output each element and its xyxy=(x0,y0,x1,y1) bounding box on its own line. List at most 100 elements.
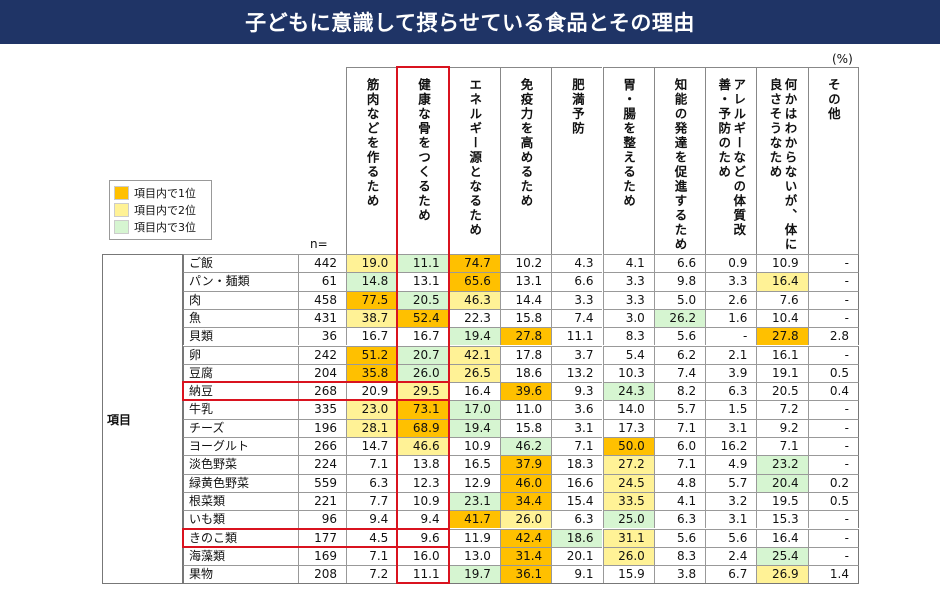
table-cell: - xyxy=(807,400,859,419)
row-n-value: 268 xyxy=(298,382,346,401)
table-cell: 13.2 xyxy=(551,363,603,383)
table-cell: 20.4 xyxy=(756,473,808,492)
column-header-label: 胃・腸を整えるため xyxy=(621,78,637,209)
row-label: 牛乳 xyxy=(183,400,298,419)
table-cell: 4.5 xyxy=(346,528,398,547)
row-label: 果物 xyxy=(183,565,298,584)
table-cell: 19.0 xyxy=(346,254,398,273)
row-n-value: 431 xyxy=(298,308,346,328)
table-cell: 19.4 xyxy=(448,327,500,346)
table-cell: - xyxy=(807,546,859,566)
legend-item-rank1: 項目内で1位 xyxy=(114,184,211,201)
row-n-value: 208 xyxy=(298,565,346,584)
table-cell: 0.2 xyxy=(807,473,859,492)
table-cell: 27.2 xyxy=(602,455,654,474)
table-cell: 25.0 xyxy=(602,510,654,529)
table-cell: 1.6 xyxy=(705,308,757,328)
table-cell: 14.4 xyxy=(499,290,552,309)
table-cell: 6.3 xyxy=(346,473,398,492)
table-cell: 3.1 xyxy=(705,418,757,437)
column-header-label: 肥満予防 xyxy=(569,78,585,136)
table-cell: 29.5 xyxy=(397,382,449,401)
row-n-value: 266 xyxy=(298,437,346,456)
table-cell: 9.2 xyxy=(756,418,808,437)
table-cell: 12.3 xyxy=(397,473,449,492)
table-bottom-border xyxy=(183,583,859,585)
table-cell: 6.6 xyxy=(653,254,706,273)
column-header-label: 知能の発達を促進するため xyxy=(672,78,688,252)
table-cell: 38.7 xyxy=(346,308,398,328)
table-cell: 0.9 xyxy=(705,254,757,273)
table-cell: 25.4 xyxy=(756,546,808,566)
table-cell: 52.4 xyxy=(397,308,449,328)
table-cell: 18.6 xyxy=(499,363,552,383)
table-cell: 51.2 xyxy=(346,345,398,364)
row-n-value: 204 xyxy=(298,363,346,383)
table-cell: 13.1 xyxy=(499,272,552,291)
table-cell: 27.8 xyxy=(756,327,808,346)
table-cell: 16.0 xyxy=(397,546,449,566)
table-cell: 42.1 xyxy=(448,345,500,364)
table-cell: 7.2 xyxy=(756,400,808,419)
table-cell: 1.4 xyxy=(807,565,859,584)
row-label: ご飯 xyxy=(183,254,298,273)
table-cell: 46.3 xyxy=(448,290,500,309)
table-cell: 0.4 xyxy=(807,382,859,401)
table-cell: 7.7 xyxy=(346,491,398,511)
table-cell: 33.5 xyxy=(602,491,654,511)
table-cell: 14.0 xyxy=(602,400,654,419)
table-cell: 18.6 xyxy=(551,528,603,547)
table-cell: 15.8 xyxy=(499,308,552,328)
table-cell: 2.6 xyxy=(705,290,757,309)
table-cell: 7.4 xyxy=(551,308,603,328)
table-cell: - xyxy=(807,254,859,273)
row-label: 根菜類 xyxy=(183,491,298,511)
table-cell: 46.6 xyxy=(397,437,449,456)
table-cell: 2.1 xyxy=(705,345,757,364)
table-cell: 19.1 xyxy=(756,363,808,383)
table-cell: 20.5 xyxy=(756,382,808,401)
row-n-value: 242 xyxy=(298,345,346,364)
table-cell: 10.3 xyxy=(602,363,654,383)
table-cell: 46.2 xyxy=(499,437,552,456)
row-label: ヨーグルト xyxy=(183,437,298,456)
table-cell: 16.4 xyxy=(448,382,500,401)
row-label: きのこ類 xyxy=(183,528,298,547)
table-cell: 7.1 xyxy=(756,437,808,456)
table-cell: 3.6 xyxy=(551,400,603,419)
table-cell: - xyxy=(807,418,859,437)
table-cell: 34.4 xyxy=(499,491,552,511)
table-cell: 16.5 xyxy=(448,455,500,474)
table-cell: - xyxy=(705,327,757,346)
table-cell: 3.7 xyxy=(551,345,603,364)
unit-label: (%) xyxy=(832,52,853,66)
table-cell: 35.8 xyxy=(346,363,398,383)
table-cell: 11.9 xyxy=(448,528,500,547)
table-cell: - xyxy=(807,528,859,547)
table-cell: 16.7 xyxy=(346,327,398,346)
table-cell: 24.3 xyxy=(602,382,654,401)
row-label: パン・麺類 xyxy=(183,272,298,291)
table-cell: 7.2 xyxy=(346,565,398,584)
legend: 項目内で1位 項目内で2位 項目内で3位 xyxy=(109,180,212,240)
table-cell: 11.1 xyxy=(551,327,603,346)
table-cell: 4.9 xyxy=(705,455,757,474)
table-cell: 73.1 xyxy=(397,400,449,419)
column-header-label: 健康な骨をつくるため xyxy=(415,78,431,223)
row-n-value: 96 xyxy=(298,510,346,529)
column-header: 免疫力を高めるため xyxy=(499,67,552,254)
table-cell: - xyxy=(807,510,859,529)
table-cell: 42.4 xyxy=(499,528,552,547)
table-cell: - xyxy=(807,308,859,328)
table-cell: 2.8 xyxy=(807,327,859,346)
table-cell: 15.4 xyxy=(551,491,603,511)
table-cell: 14.7 xyxy=(346,437,398,456)
row-n-value: 177 xyxy=(298,528,346,547)
column-header: 知能の発達を促進するため xyxy=(653,67,706,254)
table-cell: - xyxy=(807,272,859,291)
table-cell: 24.5 xyxy=(602,473,654,492)
table-cell: 10.2 xyxy=(499,254,552,273)
table-cell: 26.2 xyxy=(653,308,706,328)
table-cell: 9.3 xyxy=(551,382,603,401)
